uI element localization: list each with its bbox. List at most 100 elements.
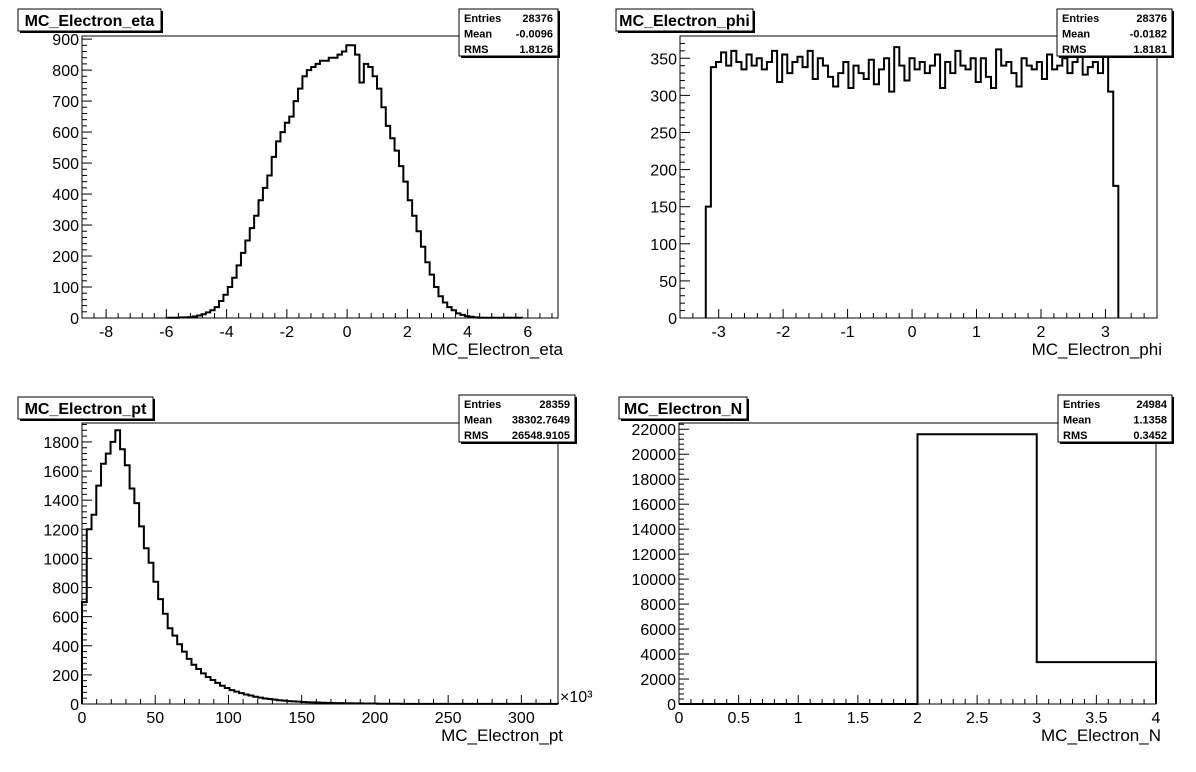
y-tick-label: 500 (52, 156, 79, 173)
y-tick-label: 1200 (43, 522, 79, 539)
chart-MC_Electron_pt: 0 50 100 150 200 250 300 0 200 400 600 800 1000 1200 1… (17, 394, 593, 745)
x-tick-label: -2 (776, 324, 790, 341)
stats-value-entries: 28376 (1136, 13, 1167, 25)
x-axis-title: MC_Electron_phi (1032, 340, 1162, 359)
y-tick-label: 100 (52, 280, 79, 297)
y-tick-label: 20000 (632, 447, 677, 464)
stats-value-mean: 38302.7649 (512, 415, 570, 427)
stats-key-mean: Mean (464, 29, 492, 41)
y-tick-label: 250 (650, 125, 677, 142)
x-tick-label: -1 (840, 324, 854, 341)
chart-MC_Electron_phi: -3 -2 -1 0 1 2 3 0 50 100 150 200 250 300 350 MC_Electr… (615, 8, 1174, 359)
x-tick-label: 150 (288, 710, 315, 727)
stats-key-mean: Mean (464, 415, 492, 427)
x-tick-label: 0 (78, 710, 87, 727)
stats-value-entries: 24984 (1136, 399, 1167, 411)
stats-key-rms: RMS (1063, 430, 1087, 442)
stats-box (458, 394, 576, 443)
y-tick-label: 350 (650, 51, 677, 68)
y-tick-label: 600 (52, 610, 79, 627)
y-tick-label: 700 (52, 94, 79, 111)
histogram-line (165, 44, 523, 319)
stats-key-entries: Entries (464, 13, 501, 25)
y-tick-label: 0 (667, 697, 676, 714)
stats-value-entries: 28359 (539, 399, 570, 411)
chart-MC_Electron_eta: -8 -6 -4 -2 0 2 4 6 0 100 200 300 400 500 600 700 800 900… (17, 8, 564, 359)
plot-frame (81, 35, 559, 319)
title-box (17, 396, 154, 420)
x-tick-label: 2 (913, 710, 922, 727)
stats-value-rms: 1.8181 (1133, 44, 1167, 56)
y-tick-label: 200 (52, 668, 79, 685)
stats-box (458, 8, 559, 57)
x-tick-label: 0 (343, 324, 352, 341)
histogram-line (679, 433, 1157, 705)
x-tick-label: 1 (972, 324, 981, 341)
x-tick-label: 100 (215, 710, 242, 727)
y-tick-label: 0 (70, 311, 79, 328)
stats-key-rms: RMS (464, 44, 488, 56)
y-tick-label: 900 (52, 32, 79, 49)
stats-key-rms: RMS (1062, 44, 1086, 56)
y-tick-label: 1800 (43, 435, 79, 452)
x-tick-label: 3 (1032, 710, 1041, 727)
x-tick-label: 1.5 (847, 710, 869, 727)
stats-value-entries: 28376 (522, 13, 553, 25)
chart-title: MC_Electron_eta (25, 13, 155, 30)
x-tick-label: 0 (908, 324, 917, 341)
x-tick-label: 2.5 (966, 710, 988, 727)
y-tick-label: 1000 (43, 551, 79, 568)
y-tick-label: 50 (659, 274, 677, 291)
x-tick-label: 50 (146, 710, 164, 727)
chart-title: MC_Electron_phi (619, 13, 750, 30)
stats-value-mean: -0.0096 (516, 29, 553, 41)
y-tick-label: 16000 (632, 497, 677, 514)
x-tick-label: 300 (508, 710, 535, 727)
x-exponent-label: ×10³ (560, 689, 593, 706)
stats-box (1056, 8, 1173, 57)
y-tick-label: 1600 (43, 464, 79, 481)
x-axis-title: MC_Electron_pt (441, 726, 563, 745)
stats-key-mean: Mean (1063, 415, 1091, 427)
stats-box (1057, 394, 1173, 443)
stats-key-entries: Entries (1062, 13, 1099, 25)
y-tick-label: 0 (70, 697, 79, 714)
x-tick-label: 4 (1152, 710, 1161, 727)
y-tick-label: 200 (650, 163, 677, 180)
x-tick-label: 2 (403, 324, 412, 341)
plot-frame (679, 35, 1158, 319)
x-tick-label: 2 (1037, 324, 1046, 341)
x-tick-label: 1 (794, 710, 803, 727)
x-tick-label: -2 (280, 324, 294, 341)
y-tick-label: 8000 (640, 597, 676, 614)
y-tick-label: 100 (650, 237, 677, 254)
stats-value-rms: 0.3452 (1133, 430, 1167, 442)
title-box (615, 8, 754, 32)
y-tick-label: 800 (52, 581, 79, 598)
y-tick-label: 6000 (640, 622, 676, 639)
y-tick-label: 400 (52, 187, 79, 204)
y-tick-label: 0 (668, 311, 677, 328)
y-tick-label: 2000 (640, 672, 676, 689)
x-tick-label: -3 (712, 324, 726, 341)
y-tick-label: 22000 (632, 422, 677, 439)
x-tick-label: 200 (362, 710, 389, 727)
chart-title: MC_Electron_pt (25, 401, 147, 418)
x-tick-label: -8 (99, 324, 113, 341)
title-box (17, 8, 162, 32)
chart-MC_Electron_N: 0 0.5 1 1.5 2 2.5 3 3.5 4 0 2000 4000 6000 8000 10000 1… (618, 394, 1174, 745)
x-tick-label: 250 (435, 710, 462, 727)
y-tick-label: 14000 (632, 522, 677, 539)
stats-value-mean: -0.0182 (1130, 29, 1167, 41)
y-tick-label: 600 (52, 125, 79, 142)
y-tick-label: 150 (650, 200, 677, 217)
x-tick-label: 3 (1101, 324, 1110, 341)
x-tick-label: 0 (675, 710, 684, 727)
x-axis-title: MC_Electron_N (1041, 726, 1161, 745)
chart-title: MC_Electron_N (624, 401, 742, 418)
x-tick-label: 6 (523, 324, 532, 341)
y-tick-label: 12000 (632, 547, 677, 564)
plot-frame (81, 422, 559, 705)
y-tick-label: 200 (52, 249, 79, 266)
